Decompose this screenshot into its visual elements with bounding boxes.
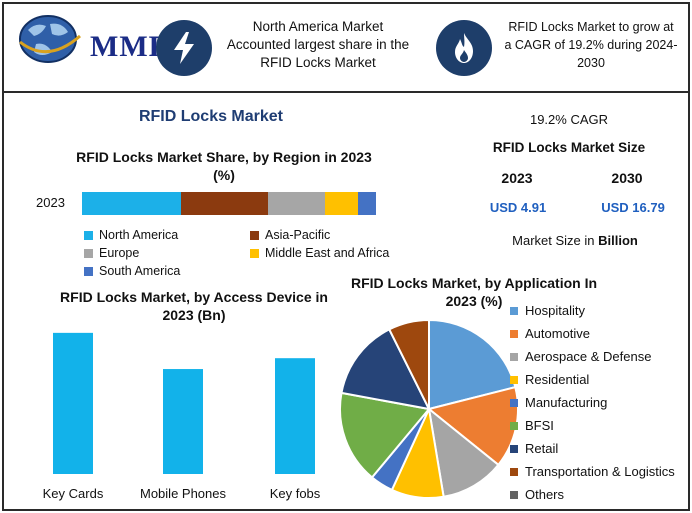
access-cat-label-3: Key fobs [269, 486, 321, 501]
app-legend-others: Others [510, 487, 564, 502]
legend-swatch [510, 398, 518, 407]
access-cat-label-2: Mobile Phones [140, 486, 226, 501]
access-chart-title-line2: 2023 (Bn) [162, 307, 226, 323]
application-pie [339, 318, 519, 499]
market-size-title: RFID Locks Market Size [492, 140, 646, 155]
access-bar-mobile-phones [163, 369, 203, 474]
header-text-1-line2: Accounted largest share in the [226, 37, 410, 52]
pie-slice-transportation-logistics [387, 318, 430, 410]
application-chart-title-line2: 2023 (%) [445, 293, 503, 309]
legend-label: Others [525, 487, 565, 502]
application-chart-title-line1: RFID Locks Market, by Application In [350, 275, 598, 291]
pie-slice-bfsi [339, 391, 431, 479]
region-chart-title: RFID Locks Market Share, by Region in 20… [64, 148, 384, 184]
region-legend-mea: Middle East and Africa [250, 246, 389, 260]
lightning-icon [174, 32, 194, 64]
app-legend-residential: Residential [510, 372, 589, 387]
region-segment-europe [268, 192, 325, 215]
access-chart-title: RFID Locks Market, by Access Device in 2… [44, 288, 344, 324]
app-legend-retail: Retail [510, 441, 558, 456]
app-legend-hospitality: Hospitality [510, 303, 585, 318]
unit-note-bold: Billion [598, 233, 638, 248]
pie-slice-retail [340, 328, 431, 411]
app-legend-transportation-logistics: Transportation & Logistics [510, 464, 675, 479]
region-legend-north-america: North America [84, 228, 178, 242]
cagr-label: 19.2% CAGR [529, 112, 609, 127]
legend-label: Retail [525, 441, 559, 456]
legend-label: Hospitality [525, 303, 585, 318]
legend-label: Europe [99, 246, 140, 260]
region-segment-asia-pacific [181, 192, 268, 215]
header-text-2-line1: RFID Locks Market to grow at [508, 20, 674, 34]
app-legend-automotive: Automotive [510, 326, 590, 341]
region-segment-south-america [358, 192, 376, 215]
legend-swatch [510, 444, 518, 453]
unit-note-prefix: Market Size in [512, 233, 599, 248]
region-segment-north-america [82, 192, 181, 215]
access-cat-label-1: Key Cards [42, 486, 104, 501]
app-legend-manufacturing: Manufacturing [510, 395, 607, 410]
header-divider [4, 91, 688, 93]
legend-label: Manufacturing [525, 395, 608, 410]
header-text-2-line2: a CAGR of 19.2% during 2024- [504, 38, 678, 52]
page-title: RFID Locks Market [138, 108, 284, 125]
region-chart-title-line1: RFID Locks Market Share, by Region in 20… [76, 149, 372, 165]
header-icon-circle-1 [156, 20, 212, 76]
legend-swatch [510, 352, 518, 361]
header-text-1: North America Market Accounted largest s… [218, 18, 418, 72]
app-legend-bfsi: BFSI [510, 418, 554, 433]
region-legend-europe: Europe [84, 246, 139, 260]
header-icon-circle-2 [436, 20, 492, 76]
legend-swatch [510, 421, 518, 430]
pie-slice-aerospace-defense [427, 406, 500, 498]
access-bar-key-cards [53, 332, 93, 474]
value-2030: USD 16.79 [601, 200, 665, 215]
legend-swatch [84, 266, 93, 276]
header-text-2: RFID Locks Market to grow at a CAGR of 1… [498, 18, 684, 72]
region-legend-south-america: South America [84, 264, 180, 278]
region-segment-middle-east-and-africa [325, 192, 358, 215]
legend-swatch [250, 248, 259, 258]
legend-label: Residential [525, 372, 590, 387]
header-text-1-line3: RFID Locks Market [260, 55, 376, 70]
legend-swatch [510, 490, 518, 499]
legend-swatch [510, 329, 518, 338]
region-legend-asia-pacific: Asia-Pacific [250, 228, 330, 242]
access-chart-title-line1: RFID Locks Market, by Access Device in [60, 289, 328, 305]
legend-swatch [84, 230, 93, 240]
legend-label: South America [99, 264, 181, 278]
legend-swatch [510, 306, 518, 315]
value-2023: USD 4.91 [489, 200, 547, 215]
legend-label: Asia-Pacific [265, 228, 331, 242]
year-2023-label: 2023 [501, 170, 533, 186]
access-device-bars [53, 332, 315, 474]
region-chart-title-line2: (%) [213, 167, 235, 183]
region-bar-year-label: 2023 [36, 195, 65, 210]
access-bar-key-fobs [275, 358, 315, 474]
legend-swatch [250, 230, 259, 240]
header-text-1-line1: North America Market [252, 19, 384, 34]
application-chart-title: RFID Locks Market, by Application In 202… [334, 274, 614, 310]
legend-label: Middle East and Africa [265, 246, 390, 260]
legend-swatch [510, 375, 518, 384]
year-2030-label: 2030 [611, 170, 643, 186]
app-legend-aerospace-defense: Aerospace & Defense [510, 349, 651, 364]
legend-label: North America [99, 228, 179, 242]
legend-label: BFSI [525, 418, 554, 433]
legend-swatch [510, 467, 518, 476]
region-stacked-bar [82, 192, 376, 215]
flame-icon [455, 33, 473, 63]
legend-label: Transportation & Logistics [525, 464, 675, 479]
market-size-unit-note: Market Size in Billion [480, 233, 670, 248]
header-text-2-line3: 2030 [577, 56, 605, 70]
globe-logo-icon [19, 15, 81, 63]
legend-swatch [84, 248, 93, 258]
legend-label: Aerospace & Defense [525, 349, 652, 364]
legend-label: Automotive [525, 326, 591, 341]
